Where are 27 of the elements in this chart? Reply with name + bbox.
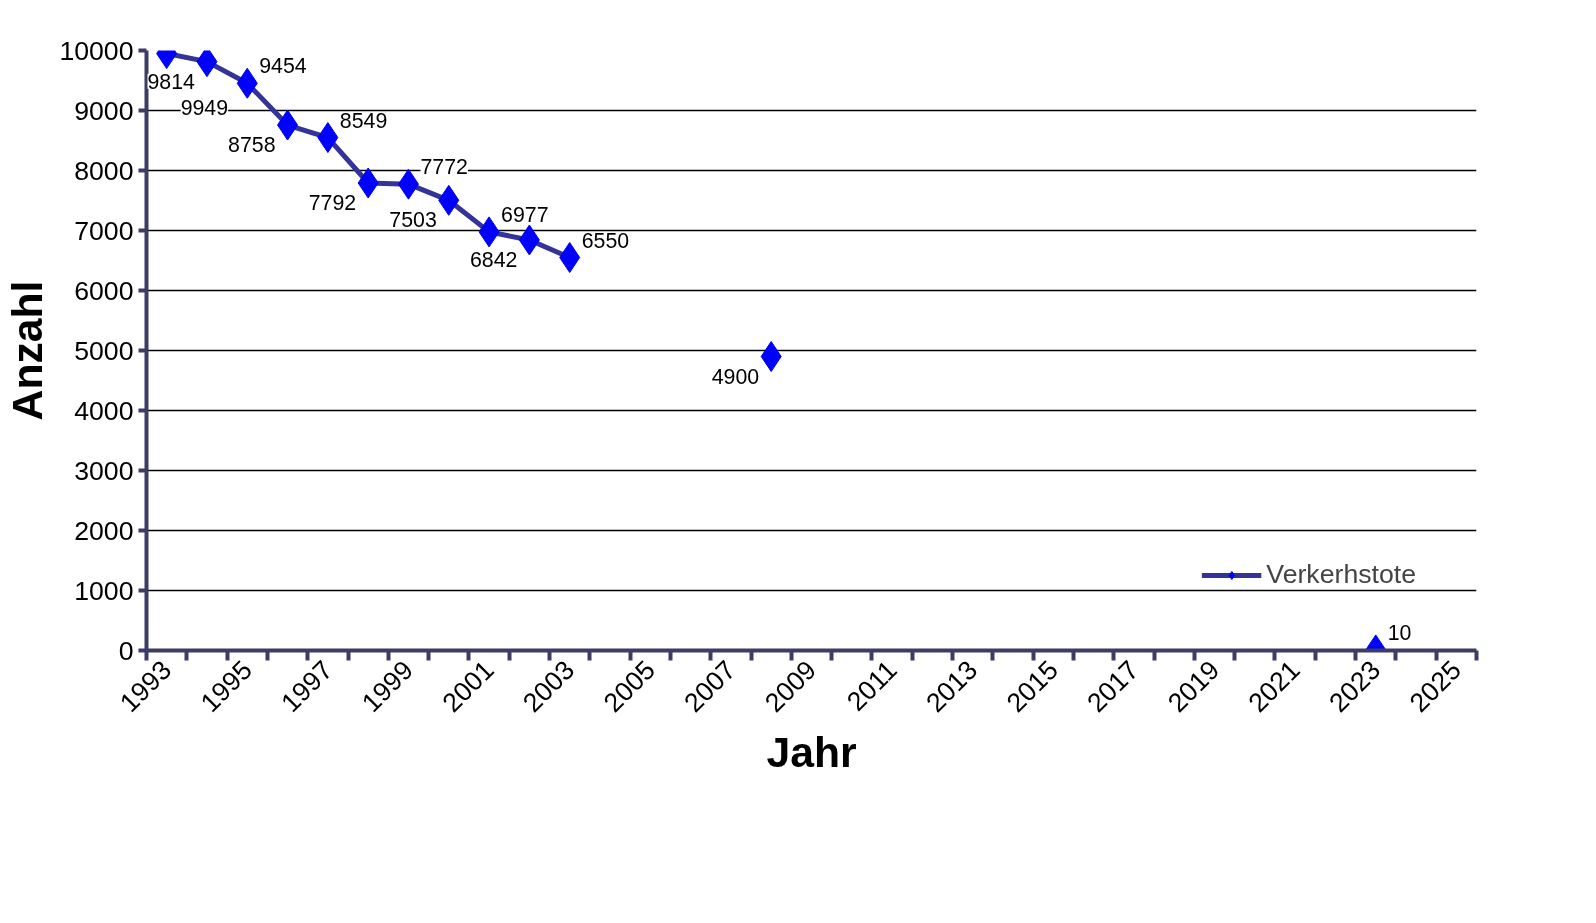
data-label: 8758 xyxy=(228,133,276,158)
y-tick-label: 7000 xyxy=(74,215,134,246)
y-tick-label: 9000 xyxy=(74,95,134,126)
data-label: 9814 xyxy=(147,69,196,94)
y-tick-label: 6000 xyxy=(74,275,134,306)
x-axis-title: Jahr xyxy=(766,728,857,777)
data-label: 7772 xyxy=(420,155,468,180)
data-label: 7503 xyxy=(389,208,437,233)
data-label: 7792 xyxy=(308,190,357,215)
legend-label: Verkerhstote xyxy=(1266,559,1416,590)
data-label: 6842 xyxy=(469,247,518,272)
data-label: 10 xyxy=(1387,620,1412,645)
data-label: 9454 xyxy=(259,54,307,79)
data-label: 8549 xyxy=(339,108,388,133)
y-tick-label: 0 xyxy=(118,635,134,666)
data-label: 9949 xyxy=(180,95,229,120)
y-tick-label: 8000 xyxy=(74,155,134,186)
y-tick-label: 10000 xyxy=(59,35,134,66)
data-label: 4900 xyxy=(711,364,760,389)
y-tick-label: 3000 xyxy=(74,455,134,486)
y-tick-label: 2000 xyxy=(74,515,134,546)
data-label: 6550 xyxy=(581,228,630,253)
y-axis-title: Anzahl xyxy=(3,280,52,421)
y-tick-label: 5000 xyxy=(74,335,134,366)
y-tick-label: 1000 xyxy=(74,575,134,606)
y-tick-label: 4000 xyxy=(74,395,134,426)
data-label: 6977 xyxy=(501,202,549,227)
